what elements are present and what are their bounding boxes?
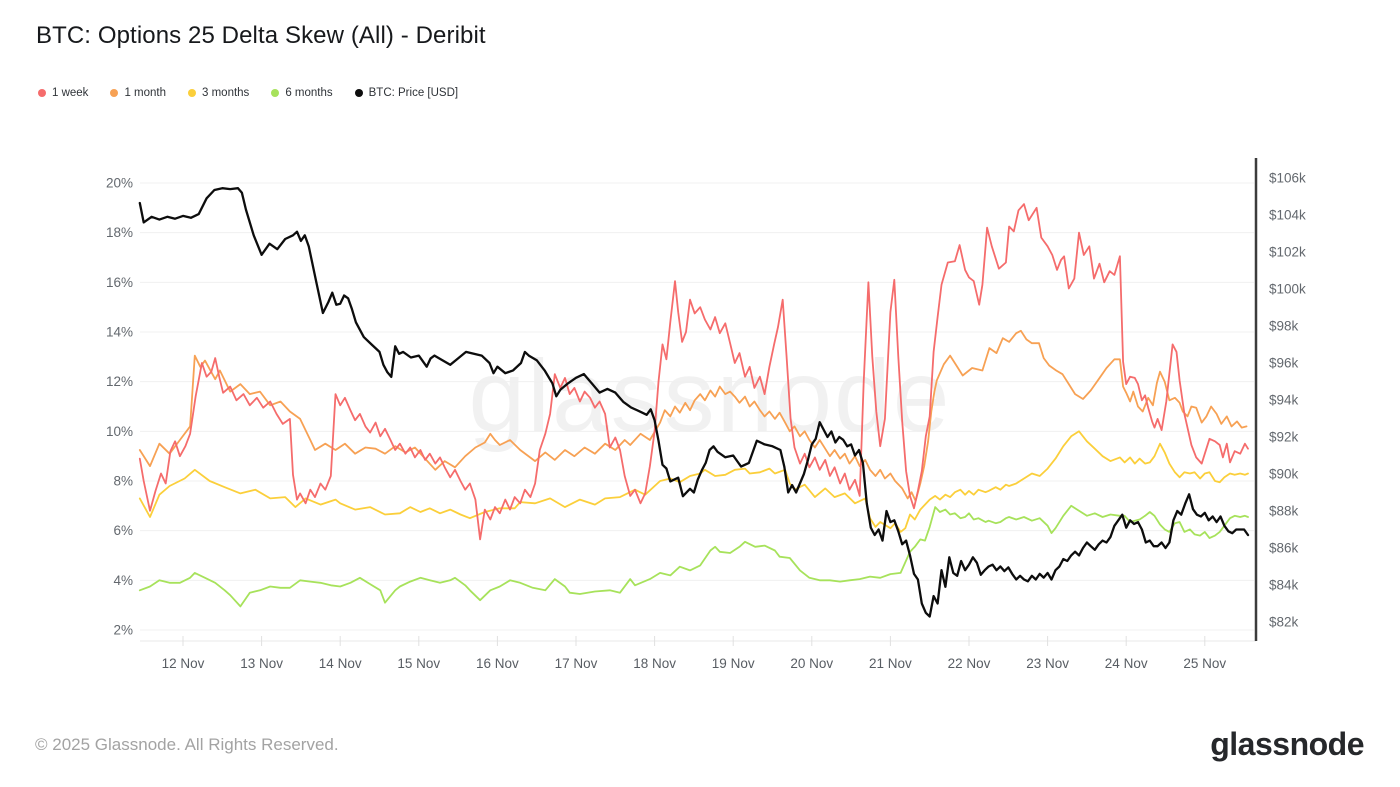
legend-dot-6-months xyxy=(271,89,280,97)
x-tick-label: 22 Nov xyxy=(948,656,991,671)
y-right-tick-label: $94k xyxy=(1269,393,1299,408)
series-line-1-month xyxy=(138,329,1248,502)
y-right-tick-label: $90k xyxy=(1269,467,1299,482)
y-left-tick-label: 10% xyxy=(106,424,133,439)
legend-label-1-week: 1 week xyxy=(52,87,89,99)
y-left-tick-label: 14% xyxy=(106,324,133,339)
y-right-tick-label: $96k xyxy=(1269,356,1299,371)
page-title: BTC: Options 25 Delta Skew (All) - Derib… xyxy=(36,22,486,49)
y-right-tick-label: $104k xyxy=(1269,208,1306,223)
legend-dot-1-month xyxy=(110,89,119,97)
legend-item-6-months[interactable]: 6 months xyxy=(271,87,333,99)
x-tick-label: 13 Nov xyxy=(240,656,283,671)
y-left-tick-label: 18% xyxy=(106,225,133,240)
x-tick-label: 16 Nov xyxy=(476,656,519,671)
legend-item-1-month[interactable]: 1 month xyxy=(110,87,166,99)
y-left-tick-label: 12% xyxy=(106,374,133,389)
series-line-btc-price-usd- xyxy=(138,187,1250,618)
legend-dot-1-week xyxy=(38,89,46,97)
x-tick-label: 12 Nov xyxy=(162,656,205,671)
series-line-3-months xyxy=(138,430,1249,533)
y-right-tick-label: $106k xyxy=(1269,171,1306,186)
series-line-6-months xyxy=(138,504,1249,608)
chart-legend: 1 week 1 month 3 months 6 months BTC: Price … xyxy=(38,87,458,99)
y-left-tick-label: 4% xyxy=(113,573,133,588)
y-right-tick-label: $92k xyxy=(1269,430,1299,445)
y-right-tick-label: $86k xyxy=(1269,541,1299,556)
x-tick-label: 21 Nov xyxy=(869,656,912,671)
y-left-tick-label: 20% xyxy=(106,176,133,191)
y-right-tick-label: $84k xyxy=(1269,578,1299,593)
y-right-tick-label: $88k xyxy=(1269,504,1299,519)
x-tick-label: 14 Nov xyxy=(319,656,362,671)
x-tick-label: 15 Nov xyxy=(397,656,440,671)
chart-canvas: 20% 18% 16% 14% 12% 10% 8% 6% 4% 2% $106k $104k $102… xyxy=(106,158,1306,671)
legend-label-btc-price-usd-: BTC: Price [USD] xyxy=(368,87,459,99)
x-tick-label: 17 Nov xyxy=(555,656,598,671)
y-right-tick-label: $100k xyxy=(1269,282,1306,297)
legend-label-3-months: 3 months xyxy=(202,87,250,99)
legend-item-btc-price-usd-[interactable]: BTC: Price [USD] xyxy=(354,87,459,99)
legend-item-1-week[interactable]: 1 week xyxy=(38,87,88,99)
legend-dot-btc-price-usd- xyxy=(354,89,363,97)
y-right-tick-label: $102k xyxy=(1269,245,1306,260)
x-tick-label: 25 Nov xyxy=(1183,656,1226,671)
y-left-tick-label: 8% xyxy=(113,473,133,488)
legend-item-3-months[interactable]: 3 months xyxy=(188,87,249,99)
series-line-1-week xyxy=(138,203,1249,541)
x-tick-label: 24 Nov xyxy=(1105,656,1148,671)
y-left-tick-label: 2% xyxy=(113,622,133,637)
glassnode-logo: glassnode xyxy=(1210,726,1364,762)
legend-label-6-months: 6 months xyxy=(285,87,333,99)
x-tick-label: 19 Nov xyxy=(712,656,755,671)
y-right-tick-label: $82k xyxy=(1269,615,1299,630)
y-left-tick-label: 16% xyxy=(106,275,133,290)
x-tick-label: 23 Nov xyxy=(1026,656,1069,671)
x-tick-label: 18 Nov xyxy=(633,656,676,671)
legend-dot-3-months xyxy=(188,89,196,97)
x-tick-label: 20 Nov xyxy=(790,656,833,671)
copyright-text: © 2025 Glassnode. All Rights Reserved. xyxy=(35,735,339,754)
y-right-tick-label: $98k xyxy=(1269,319,1299,334)
legend-label-1-month: 1 month xyxy=(124,87,166,99)
y-left-tick-label: 6% xyxy=(113,523,133,538)
